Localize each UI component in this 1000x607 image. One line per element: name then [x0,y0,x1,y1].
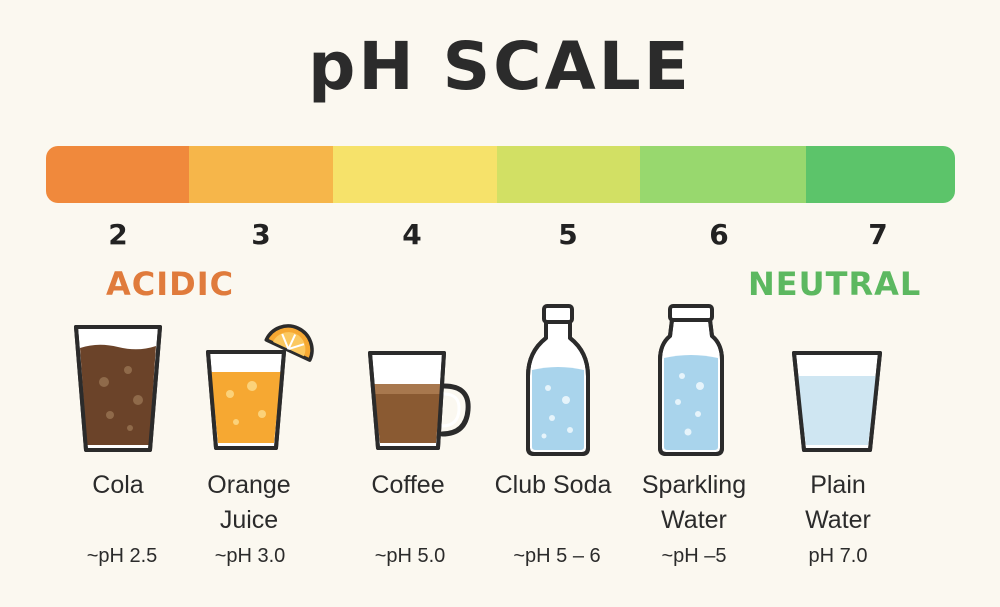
ph-segment-4 [333,146,497,203]
sparkling-water-bottle-icon [658,304,724,456]
ph-color-bar [46,146,955,203]
drink-name-sparkling-water: Sparkling Water [641,471,747,534]
drink-name-cola: Cola [92,471,144,499]
ph-segment-7 [806,146,955,203]
acidic-label: ACIDIC [106,265,235,303]
tick-label-5: 5 [558,218,578,251]
club-soda-bottle-icon [526,304,590,456]
drink-ph-orange-juice: ~pH 3.0 [214,545,286,567]
ph-segment-2 [46,146,189,203]
tick-label-3: 3 [251,218,271,251]
neutral-label: NEUTRAL [748,265,922,303]
ph-segment-5 [497,146,640,203]
tick-label-2: 2 [108,218,128,251]
plain-water-glass-icon [792,351,882,452]
cola-glass-icon [74,325,162,452]
drink-name-plain-water: Plain Water [805,471,871,534]
tick-label-7: 7 [868,218,888,251]
ph-segment-6 [640,146,806,203]
ph-segment-3 [189,146,333,203]
drink-name-coffee: Coffee [371,471,445,499]
drink-ph-sparkling-water: ~pH –5 [661,545,727,567]
tick-label-6: 6 [709,218,729,251]
drink-ph-plain-water: pH 7.0 [808,545,868,567]
coffee-mug-icon [368,351,471,450]
tick-label-4: 4 [402,218,422,251]
drink-ph-cola: ~pH 2.5 [86,545,158,567]
drink-ph-coffee: ~pH 5.0 [374,545,446,567]
drink-ph-club-soda: ~pH 5 – 6 [513,545,601,567]
drink-name-club-soda: Club Soda [494,471,612,499]
orange-juice-glass-icon [206,324,314,450]
page-title: pH SCALE [308,28,692,105]
drink-name-orange-juice: Orange Juice [207,471,291,534]
